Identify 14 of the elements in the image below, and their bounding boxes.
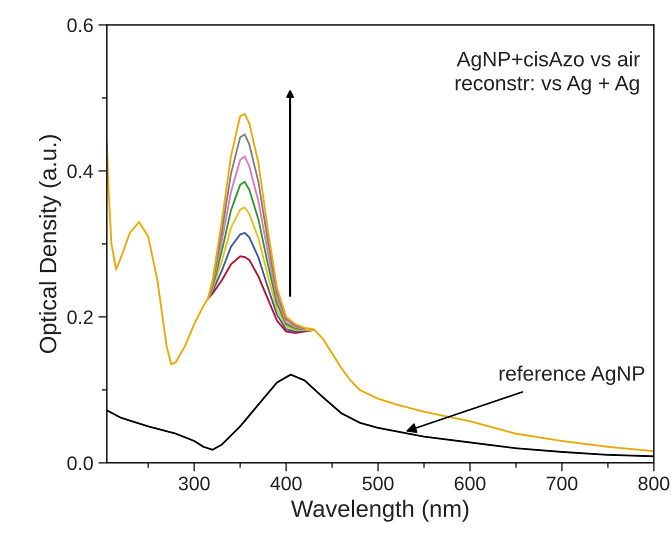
y-tick-label: 0.6 [67,18,93,32]
x-tick-label: 500 [362,476,394,490]
x-tick-label: 400 [270,476,302,490]
y-tick-label: 0.2 [67,310,93,324]
y-tick-label: 0.0 [67,456,93,470]
x-tick-label: 600 [454,476,486,490]
annotation: reference AgNP [500,366,644,385]
x-tick-label: 300 [178,476,210,490]
y-tick-label: 0.4 [67,164,94,178]
x-tick-label: 700 [546,476,578,490]
x-tick-label: 800 [638,476,670,490]
x-axis-title: Wavelength (nm) [291,500,468,522]
annotation: AgNP+cisAzo vs air reconstr: vs Ag + Ag [456,51,640,95]
y-axis-title: Optical Density (a.u.) [39,135,62,353]
